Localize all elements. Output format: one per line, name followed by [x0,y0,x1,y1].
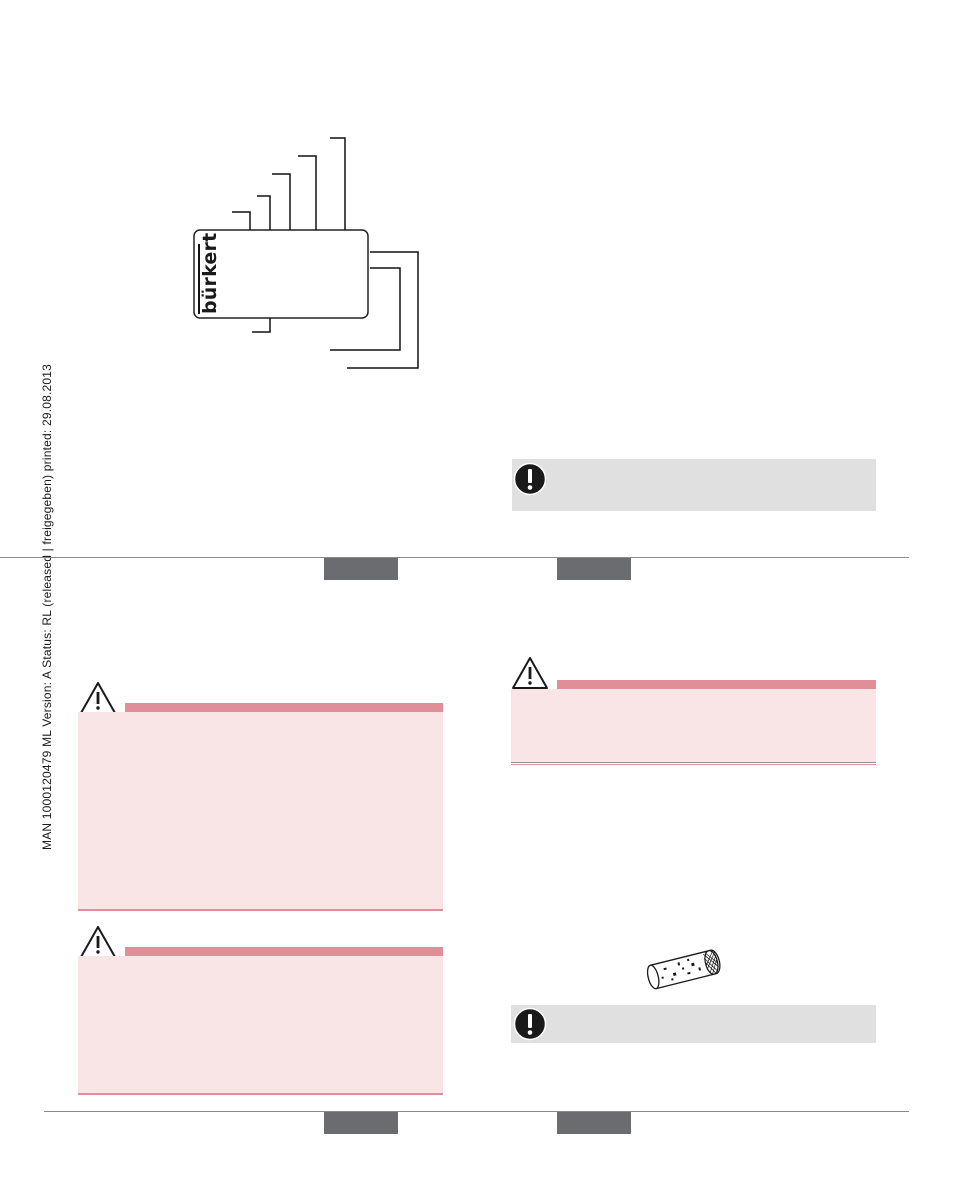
leader-line-2 [257,195,271,230]
leader-line-4 [298,155,317,230]
warning-box-3 [511,689,876,762]
page-divider-bottom [44,1111,909,1112]
warning-header-bar [125,947,443,956]
document-info-sidebar: MAN 1000120479 ML Version: A Status: RL … [40,363,54,850]
warning-triangle-icon [80,682,116,714]
burkert-logo: bürkert [198,232,221,314]
warning-box-2 [78,956,443,1093]
page-tab-right-top [557,558,631,580]
page-tab-right-bottom [557,1112,631,1134]
leader-line-8 [252,318,271,333]
warning-box-2-bottom-rule [78,1093,443,1095]
leader-line-5 [330,137,346,230]
warning-box-3-bottom-rule [511,762,876,763]
nameplate-diagram [193,137,419,369]
strainer-filter-icon [646,949,721,990]
warning-header-bar [557,680,876,689]
warning-header-bar [125,703,443,712]
warning-box-1-bottom-rule [78,909,443,911]
leader-line-7 [330,267,401,351]
page-tab-left-top [324,558,398,580]
warning-triangle-icon [80,926,116,958]
warning-box-3-bottom-rule-2 [511,764,876,765]
warning-box-1 [78,712,443,909]
leader-line-1 [232,211,251,230]
note-box-bottom [511,1005,876,1043]
warning-triangle-icon [512,657,548,689]
page-divider-top [0,557,909,558]
leader-line-3 [272,173,291,230]
page-tab-left-bottom [324,1112,398,1134]
exclamation-circle-icon [513,1007,547,1041]
note-box-top [512,459,876,511]
leader-line-6 [347,251,419,369]
exclamation-circle-icon [513,462,547,496]
nameplate-outline [193,229,369,319]
logo-wrapper: bürkert [198,232,221,314]
